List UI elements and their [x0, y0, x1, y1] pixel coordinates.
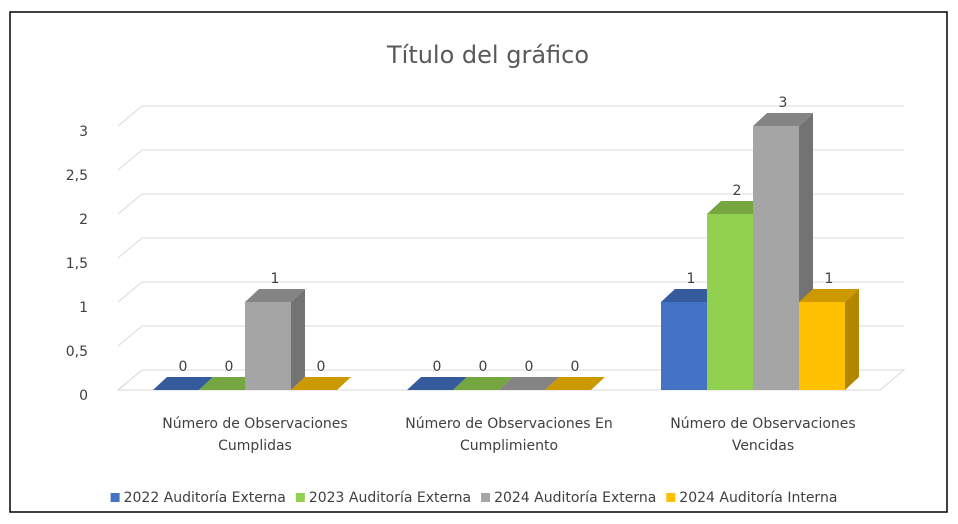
y-tick-label: 2: [79, 212, 88, 228]
data-label: 2: [733, 183, 742, 199]
grid-line: [117, 281, 904, 303]
data-label: 0: [479, 359, 488, 375]
legend-label: 2023 Auditoría Externa: [309, 490, 471, 506]
legend-label: 2024 Auditoría Interna: [679, 490, 837, 506]
bar: [245, 289, 305, 390]
grid-line: [117, 193, 904, 215]
bar: [799, 289, 859, 390]
legend-swatch: [110, 493, 120, 502]
grid-line: [117, 237, 904, 259]
bar: [545, 377, 605, 390]
x-tick-label: Número de Observaciones Vencidas: [670, 416, 856, 454]
chart-title: Título del gráfico: [386, 41, 589, 69]
legend-swatch: [666, 493, 676, 502]
x-tick-label: Número de Observaciones En Cumplimiento: [405, 416, 613, 454]
data-label: 1: [687, 271, 696, 287]
grid-line: [117, 105, 904, 127]
bar: [199, 377, 259, 390]
data-label: 0: [571, 359, 580, 375]
data-label: 3: [779, 95, 788, 111]
data-label: 1: [271, 271, 280, 287]
legend-label: 2024 Auditoría Externa: [494, 490, 656, 506]
data-label: 0: [225, 359, 234, 375]
y-tick-label: 3: [79, 124, 88, 140]
data-label: 0: [179, 359, 188, 375]
bar: [407, 377, 467, 390]
data-label: 0: [317, 359, 326, 375]
y-tick-label: 1,5: [66, 256, 88, 272]
bar: [453, 377, 513, 390]
grid-line: [117, 369, 904, 391]
bar: [153, 377, 213, 390]
bar: [499, 377, 559, 390]
y-tick-label: 0,5: [66, 344, 88, 360]
x-tick-label: Número de Observaciones Cumplidas: [162, 416, 348, 454]
legend-label: 2022 Auditoría Externa: [124, 490, 286, 506]
legend-swatch: [295, 493, 305, 502]
data-label: 0: [525, 359, 534, 375]
y-tick-label: 1: [79, 300, 88, 316]
grid-line: [117, 325, 904, 347]
data-label: 1: [825, 271, 834, 287]
y-tick-label: 2,5: [66, 168, 88, 184]
y-tick-label: 0: [79, 388, 88, 404]
grid-line: [117, 149, 904, 171]
legend-swatch: [481, 493, 491, 502]
bar: [291, 377, 351, 390]
data-label: 0: [433, 359, 442, 375]
